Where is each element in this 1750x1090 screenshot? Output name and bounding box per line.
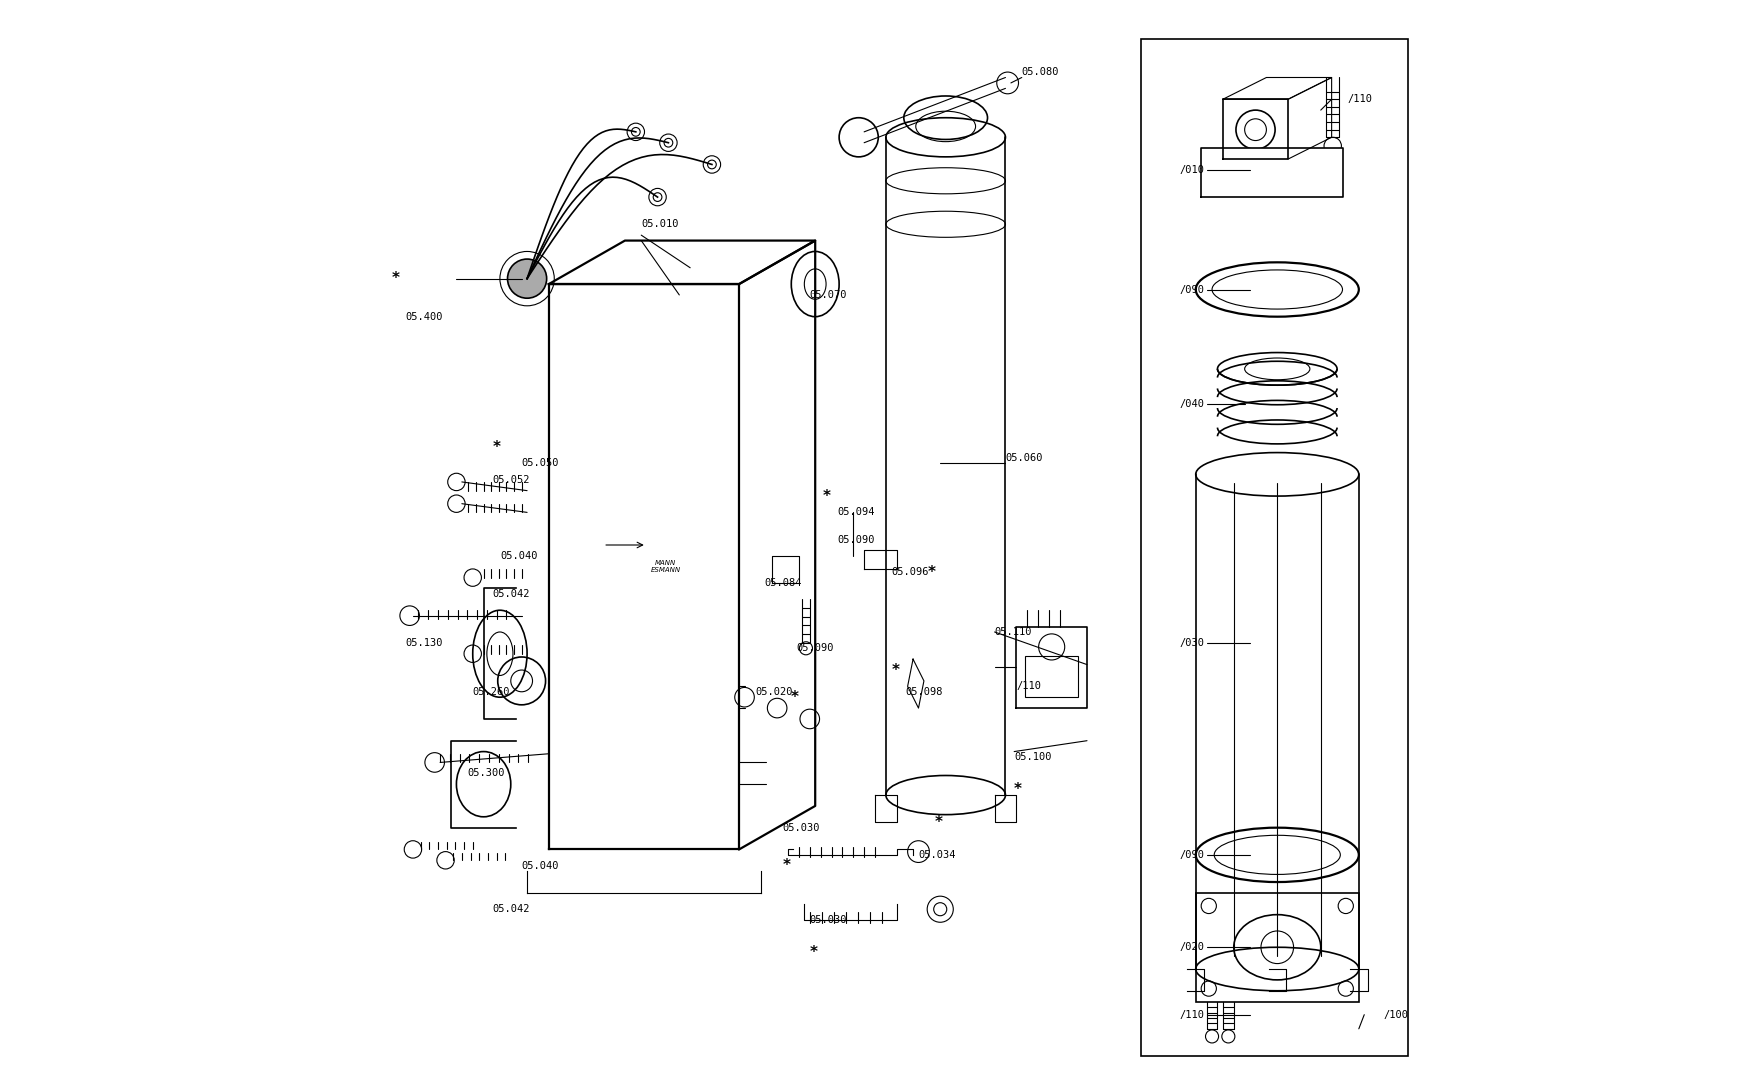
Bar bbox=[1195, 893, 1358, 1002]
Text: *: * bbox=[791, 690, 798, 705]
Text: /100: /100 bbox=[1384, 1009, 1409, 1019]
Text: 05.080: 05.080 bbox=[1022, 68, 1059, 77]
Text: *: * bbox=[928, 565, 934, 580]
Text: /110: /110 bbox=[1348, 94, 1374, 105]
Text: /090: /090 bbox=[1180, 284, 1204, 294]
Text: /110: /110 bbox=[1017, 681, 1041, 691]
Text: *: * bbox=[782, 858, 791, 873]
Text: 05.040: 05.040 bbox=[500, 550, 537, 561]
Text: /020: /020 bbox=[1180, 942, 1204, 953]
Text: 05.260: 05.260 bbox=[473, 687, 511, 697]
Text: /030: /030 bbox=[1180, 638, 1204, 647]
Text: /040: /040 bbox=[1180, 399, 1204, 409]
Text: 05.034: 05.034 bbox=[919, 850, 956, 860]
Text: 05.042: 05.042 bbox=[492, 905, 530, 915]
Text: 05.100: 05.100 bbox=[1015, 752, 1052, 762]
Text: /110: /110 bbox=[1180, 1009, 1204, 1019]
Text: 05.042: 05.042 bbox=[492, 589, 530, 598]
Text: *: * bbox=[934, 814, 943, 829]
Text: *: * bbox=[392, 271, 399, 287]
Text: *: * bbox=[891, 663, 900, 678]
Text: 05.400: 05.400 bbox=[406, 312, 443, 322]
Text: 05.090: 05.090 bbox=[836, 534, 875, 545]
Text: 05.098: 05.098 bbox=[905, 687, 943, 697]
Bar bbox=[1141, 39, 1407, 1056]
Text: 05.040: 05.040 bbox=[522, 861, 560, 871]
Bar bbox=[1026, 656, 1078, 698]
Text: 05.110: 05.110 bbox=[994, 627, 1032, 637]
Text: /090: /090 bbox=[1180, 850, 1204, 860]
Text: 05.130: 05.130 bbox=[406, 638, 443, 647]
Text: MANN
ESMANN: MANN ESMANN bbox=[651, 560, 681, 573]
Text: *: * bbox=[810, 945, 817, 960]
Text: *: * bbox=[1015, 783, 1022, 797]
Text: *: * bbox=[822, 488, 831, 504]
Text: 05.060: 05.060 bbox=[1006, 453, 1043, 463]
Polygon shape bbox=[1200, 148, 1342, 197]
Text: 05.090: 05.090 bbox=[796, 643, 835, 653]
Text: 05.030: 05.030 bbox=[782, 823, 821, 833]
Text: /010: /010 bbox=[1180, 165, 1204, 174]
Text: 05.010: 05.010 bbox=[640, 219, 679, 229]
Text: 05.300: 05.300 bbox=[467, 768, 504, 778]
Text: 05.096: 05.096 bbox=[891, 567, 929, 578]
Text: *: * bbox=[492, 439, 500, 455]
Text: 05.052: 05.052 bbox=[492, 475, 530, 485]
Text: 05.070: 05.070 bbox=[810, 290, 847, 300]
Text: 05.094: 05.094 bbox=[836, 507, 875, 518]
Text: 05.020: 05.020 bbox=[756, 687, 793, 697]
Circle shape bbox=[507, 259, 546, 299]
Text: 05.084: 05.084 bbox=[765, 578, 802, 588]
Text: 05.030: 05.030 bbox=[810, 916, 847, 925]
Text: 05.050: 05.050 bbox=[522, 459, 560, 469]
